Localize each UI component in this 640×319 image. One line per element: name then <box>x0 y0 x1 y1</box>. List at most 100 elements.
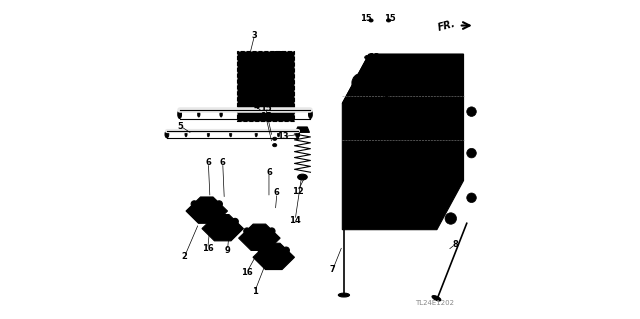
Circle shape <box>356 77 367 89</box>
Polygon shape <box>342 54 463 103</box>
Ellipse shape <box>410 55 419 60</box>
Text: 9: 9 <box>225 246 230 255</box>
Circle shape <box>255 229 263 237</box>
Circle shape <box>191 201 198 207</box>
Circle shape <box>270 248 278 256</box>
Circle shape <box>385 115 396 127</box>
Text: 6: 6 <box>274 189 280 197</box>
Circle shape <box>467 107 476 116</box>
Ellipse shape <box>432 296 441 301</box>
Polygon shape <box>239 224 280 250</box>
Ellipse shape <box>365 55 374 60</box>
Text: 10: 10 <box>281 72 292 81</box>
Text: 5: 5 <box>177 122 183 130</box>
Text: 4: 4 <box>253 102 259 111</box>
Text: 13: 13 <box>369 53 380 62</box>
Ellipse shape <box>369 19 373 22</box>
Text: TL24E1202: TL24E1202 <box>415 300 454 306</box>
Circle shape <box>385 77 396 89</box>
Circle shape <box>264 70 280 86</box>
Circle shape <box>410 73 428 93</box>
Text: 8: 8 <box>452 240 458 249</box>
Text: FR.: FR. <box>437 19 457 33</box>
Text: 6: 6 <box>266 168 272 177</box>
Text: 14: 14 <box>289 216 301 225</box>
Circle shape <box>352 73 371 93</box>
Circle shape <box>258 247 264 253</box>
Circle shape <box>356 213 367 224</box>
Circle shape <box>413 77 424 89</box>
Circle shape <box>232 219 238 225</box>
Text: 6: 6 <box>205 158 211 167</box>
Ellipse shape <box>273 137 276 140</box>
Text: 16: 16 <box>241 268 253 277</box>
Ellipse shape <box>165 131 169 138</box>
Ellipse shape <box>220 111 222 117</box>
Ellipse shape <box>242 111 244 117</box>
Ellipse shape <box>277 132 280 137</box>
Text: 7: 7 <box>330 265 335 274</box>
Circle shape <box>378 213 390 224</box>
Polygon shape <box>186 197 227 223</box>
Ellipse shape <box>178 110 182 119</box>
Ellipse shape <box>387 19 390 22</box>
Text: 12: 12 <box>292 187 303 196</box>
Text: 1: 1 <box>252 287 257 296</box>
Circle shape <box>445 213 456 224</box>
Ellipse shape <box>339 293 349 297</box>
Circle shape <box>467 193 476 203</box>
Polygon shape <box>240 82 282 108</box>
Text: 2: 2 <box>182 252 188 261</box>
Ellipse shape <box>185 132 187 137</box>
Ellipse shape <box>273 144 276 147</box>
Circle shape <box>381 73 400 93</box>
Ellipse shape <box>387 55 397 60</box>
Circle shape <box>352 112 371 131</box>
Text: 13: 13 <box>278 132 289 141</box>
Polygon shape <box>253 243 294 270</box>
Circle shape <box>244 228 250 234</box>
Circle shape <box>245 86 252 93</box>
Text: 15: 15 <box>260 104 271 113</box>
Text: 16: 16 <box>202 244 214 253</box>
Circle shape <box>410 112 428 131</box>
Ellipse shape <box>296 131 300 138</box>
Ellipse shape <box>431 55 441 60</box>
Text: 15: 15 <box>360 14 372 23</box>
Text: 15: 15 <box>384 14 396 23</box>
Circle shape <box>283 247 289 253</box>
Circle shape <box>203 202 211 210</box>
Text: 11: 11 <box>370 85 381 94</box>
Ellipse shape <box>198 111 200 117</box>
Text: 3: 3 <box>252 31 257 40</box>
Polygon shape <box>342 54 463 230</box>
Circle shape <box>269 228 275 234</box>
Text: 15: 15 <box>260 112 271 121</box>
Polygon shape <box>296 127 310 132</box>
Circle shape <box>207 219 214 225</box>
Ellipse shape <box>279 93 285 102</box>
Ellipse shape <box>255 132 257 137</box>
Circle shape <box>257 87 265 95</box>
Ellipse shape <box>264 111 267 117</box>
Circle shape <box>270 86 276 93</box>
Text: 14: 14 <box>368 109 380 118</box>
Polygon shape <box>202 214 243 241</box>
Circle shape <box>216 201 222 207</box>
Circle shape <box>401 213 412 224</box>
Ellipse shape <box>287 111 289 117</box>
Ellipse shape <box>298 174 307 180</box>
Text: 9: 9 <box>263 254 269 263</box>
Ellipse shape <box>308 110 312 119</box>
Circle shape <box>422 213 434 224</box>
Circle shape <box>269 75 275 81</box>
Circle shape <box>413 115 424 127</box>
Circle shape <box>381 112 400 131</box>
Bar <box>237 51 294 121</box>
Text: 6: 6 <box>220 158 226 167</box>
Polygon shape <box>376 63 388 69</box>
Ellipse shape <box>207 132 209 137</box>
Circle shape <box>467 148 476 158</box>
Ellipse shape <box>378 110 386 115</box>
Ellipse shape <box>230 132 232 137</box>
